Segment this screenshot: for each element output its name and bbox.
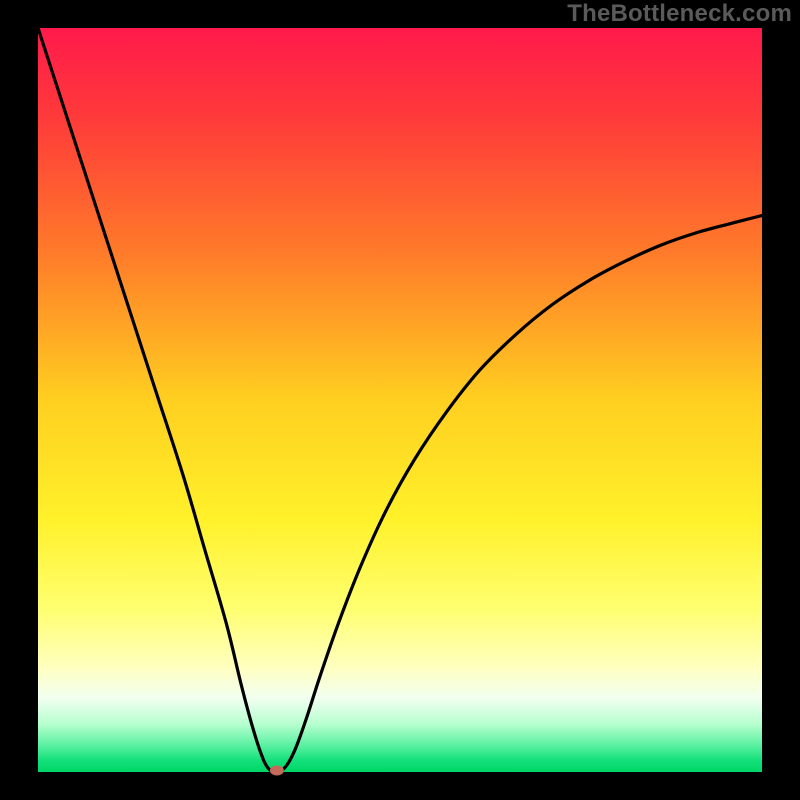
chart-background xyxy=(38,28,762,772)
chart-svg xyxy=(0,0,800,800)
watermark-text: TheBottleneck.com xyxy=(567,0,792,28)
optimal-point-marker xyxy=(270,766,284,776)
chart-root: TheBottleneck.com xyxy=(0,0,800,800)
